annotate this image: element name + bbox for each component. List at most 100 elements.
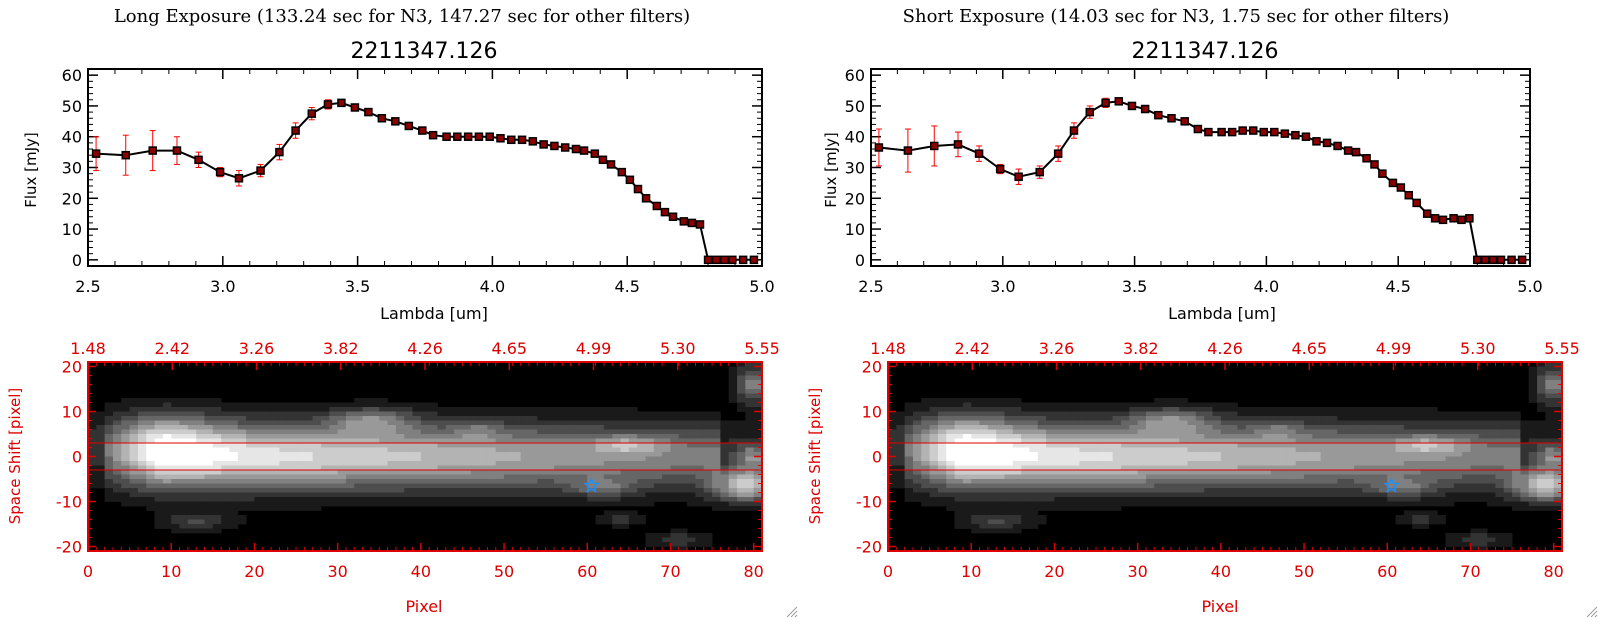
image-pixel	[587, 483, 596, 489]
image-pixel	[1395, 497, 1405, 502]
image-pixel	[187, 488, 197, 493]
image-pixel	[171, 434, 180, 439]
image-pixel	[1237, 438, 1247, 444]
image-pixel	[204, 434, 214, 439]
image-pixel	[1553, 461, 1563, 466]
image-pixel	[229, 407, 239, 412]
image-pixel	[1370, 465, 1380, 471]
image-pixel	[462, 416, 472, 421]
image-pixel	[112, 465, 122, 471]
image-pixel	[479, 438, 488, 444]
image-pixel	[971, 474, 980, 480]
image-pixel	[379, 420, 388, 426]
image-pixel	[179, 447, 189, 453]
image-pixel	[1187, 416, 1197, 421]
image-pixel	[753, 470, 763, 475]
image-pixel	[221, 497, 230, 502]
image-pixel	[595, 456, 605, 462]
image-pixel	[412, 434, 422, 439]
image-pixel	[196, 501, 205, 507]
image-pixel	[88, 420, 97, 426]
image-pixel	[678, 411, 688, 417]
image-pixel	[954, 425, 964, 430]
image-pixel	[146, 443, 155, 448]
image-pixel	[1412, 429, 1421, 435]
image-pixel	[246, 501, 255, 507]
image-pixel	[1054, 461, 1064, 466]
image-pixel	[653, 461, 663, 466]
image-pixel	[1395, 420, 1405, 426]
image-pixel	[479, 429, 488, 435]
image-pixel	[362, 479, 372, 484]
image-pixel	[1229, 447, 1238, 453]
image-pixel	[912, 461, 922, 466]
image-pixel	[196, 461, 205, 466]
image-pixel	[545, 492, 555, 498]
image-pixel	[1478, 425, 1488, 430]
image-pixel	[603, 465, 613, 471]
image-pixel	[1262, 501, 1272, 507]
image-pixel	[1254, 456, 1263, 462]
image-pixel	[429, 434, 438, 439]
image-pixel	[695, 456, 705, 462]
image-pixel	[979, 425, 989, 430]
image-pixel	[612, 443, 621, 448]
image-pixel	[1428, 515, 1438, 520]
image-pixel	[1545, 429, 1555, 435]
image-pixel	[987, 456, 997, 462]
image-pixel	[1329, 438, 1338, 444]
image-pixel	[1071, 425, 1080, 430]
image-pixel	[996, 425, 1005, 430]
image-pixel	[1420, 452, 1430, 457]
image-pixel	[362, 492, 372, 498]
image-pixel	[1187, 456, 1197, 462]
image-pixel	[470, 492, 480, 498]
image-pixel	[1204, 402, 1213, 408]
image-pixel	[1096, 425, 1105, 430]
image-pixel	[1087, 465, 1097, 471]
y-tick-label: 10	[62, 403, 82, 422]
image-pixel	[462, 479, 472, 484]
image-pixel	[1079, 474, 1089, 480]
image-pixel	[1403, 420, 1413, 426]
image-pixel	[1162, 434, 1172, 439]
image-pixel	[1137, 429, 1147, 435]
image-pixel	[1295, 456, 1305, 462]
image-pixel	[445, 420, 455, 426]
image-pixel	[720, 483, 730, 489]
image-pixel	[404, 492, 413, 498]
image-pixel	[645, 542, 655, 547]
data-point	[1140, 104, 1150, 114]
image-pixel	[1229, 420, 1238, 426]
image-pixel	[996, 407, 1005, 412]
image-pixel	[1312, 447, 1322, 453]
image-pixel	[1520, 429, 1530, 435]
image-pixel	[229, 515, 239, 520]
image-pixel	[1503, 456, 1513, 462]
image-pixel	[1279, 497, 1288, 502]
image-pixel	[420, 497, 430, 502]
image-pixel	[937, 497, 947, 502]
image-pixel	[287, 479, 297, 484]
image-pixel	[1353, 452, 1363, 457]
image-pixel	[1112, 492, 1122, 498]
image-pixel	[1537, 474, 1546, 480]
image-pixel	[171, 479, 180, 484]
image-pixel	[1545, 375, 1555, 381]
image-pixel	[1096, 443, 1105, 448]
image-pixel	[745, 393, 755, 399]
image-pixel	[1129, 479, 1139, 484]
image-pixel	[412, 497, 422, 502]
image-pixel	[337, 501, 347, 507]
image-pixel	[1129, 461, 1139, 466]
image-pixel	[1470, 434, 1480, 439]
image-pixel	[1012, 461, 1022, 466]
image-pixel	[1528, 366, 1538, 372]
image-pixel	[912, 411, 922, 417]
image-pixel	[1537, 429, 1546, 435]
image-pixel	[354, 474, 363, 480]
image-pixel	[1520, 483, 1530, 489]
image-pixel	[1412, 524, 1421, 529]
image-pixel	[1079, 438, 1089, 444]
image-pixel	[1212, 497, 1222, 502]
